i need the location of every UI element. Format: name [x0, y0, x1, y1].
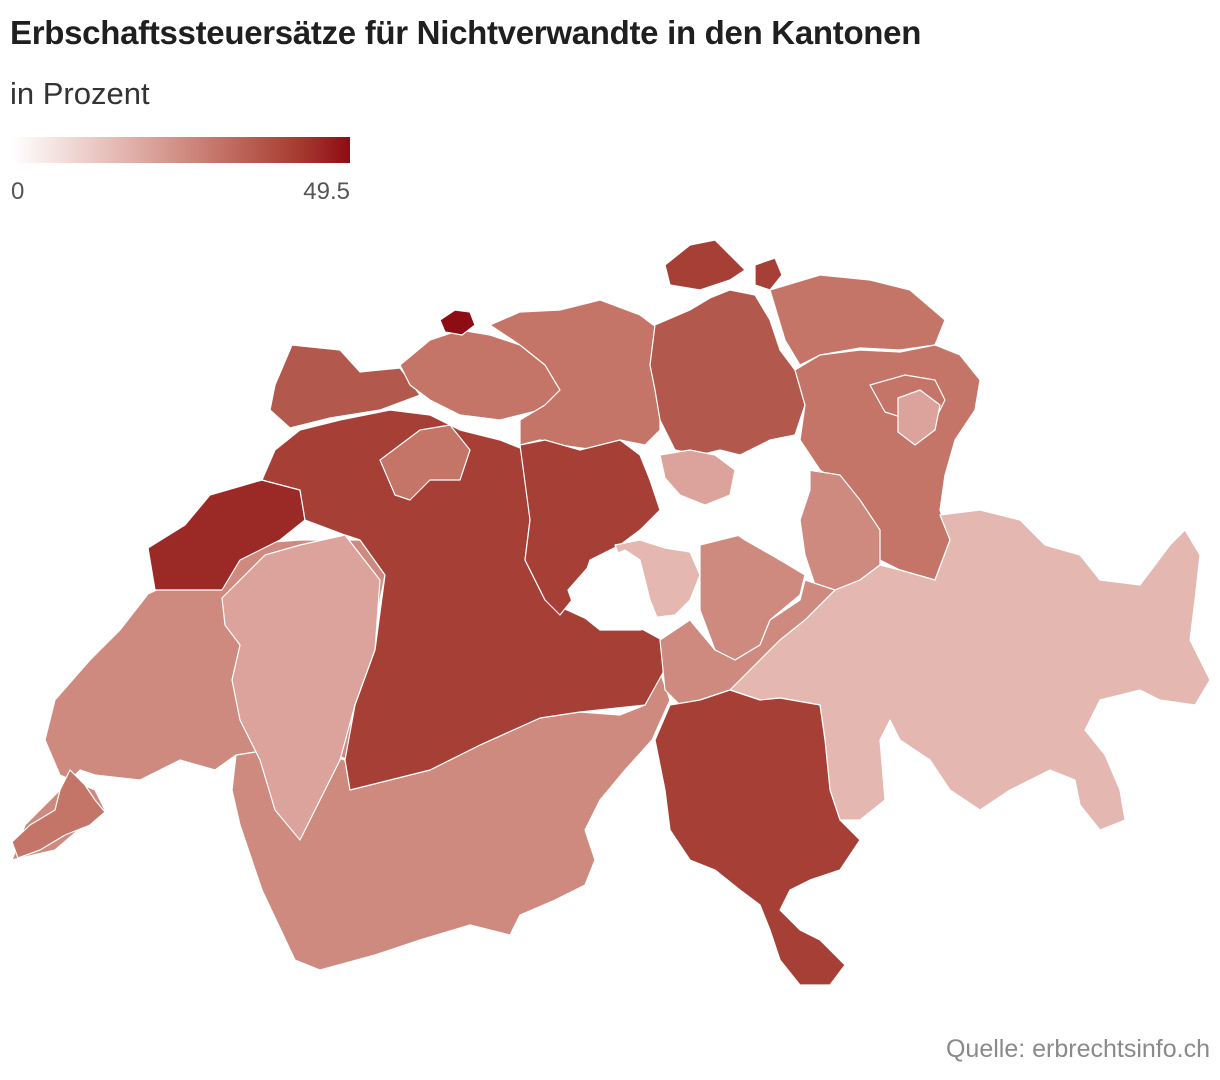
legend-max-label: 49.5: [303, 178, 350, 205]
canton-region[interactable]: [519, 439, 661, 616]
legend-min-label: 0: [11, 178, 25, 205]
canton-region[interactable]: [664, 239, 746, 291]
lake-lucerne: [567, 549, 661, 631]
chart-title: Erbschaftssteuersätze für Nichtverwandte…: [10, 14, 922, 51]
canton-region[interactable]: [659, 449, 736, 506]
canton-region[interactable]: [439, 309, 476, 336]
legend-color-scale: [12, 137, 350, 163]
canton-region[interactable]: [269, 344, 421, 429]
canton-region[interactable]: [897, 389, 941, 446]
chart-subtitle: in Prozent: [10, 76, 150, 111]
canton-region[interactable]: [769, 274, 946, 366]
canton-region[interactable]: [754, 257, 783, 291]
canton-region[interactable]: [649, 289, 806, 456]
canton-region[interactable]: [379, 424, 471, 501]
source-note: Quelle: erbrechtsinfo.ch: [945, 1035, 1210, 1063]
canton-region[interactable]: [11, 769, 106, 859]
canton-region[interactable]: [221, 534, 381, 841]
canton-region[interactable]: [654, 689, 861, 986]
canton-region[interactable]: [729, 509, 1211, 831]
lake-zurich-area: [709, 454, 811, 561]
